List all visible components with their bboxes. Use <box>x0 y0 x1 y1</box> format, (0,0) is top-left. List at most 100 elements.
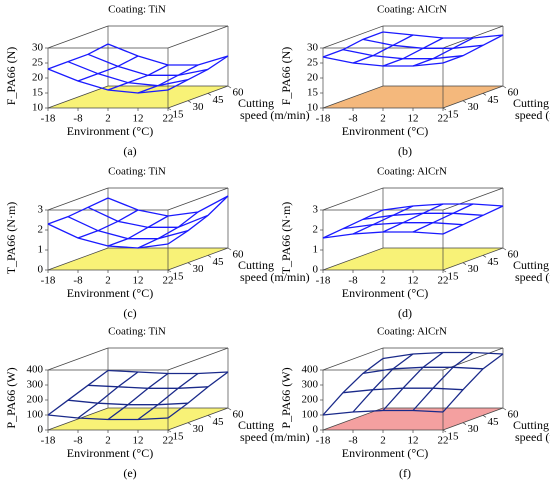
y-tick-label: 45 <box>488 94 500 106</box>
y-axis-label: Cutting <box>513 258 549 272</box>
chart-title: Coating: TiN <box>108 326 166 338</box>
x-tick-label: -18 <box>41 275 56 287</box>
surface-line <box>77 55 139 82</box>
y-tick-label: 45 <box>213 416 225 428</box>
y-axis-label: speed (m/min) <box>240 270 310 284</box>
surface-line <box>352 205 414 235</box>
z-tick-label: 20 <box>32 72 44 84</box>
box-edge <box>442 247 504 271</box>
y-tick <box>462 262 467 265</box>
surface-line <box>322 357 384 416</box>
box-edge <box>47 407 109 431</box>
y-tick-label: 45 <box>488 256 500 268</box>
box-edge <box>322 247 384 271</box>
surface-line <box>107 372 169 421</box>
x-tick-label: 12 <box>408 113 419 125</box>
z-tick-label: 0 <box>38 264 44 276</box>
surface-line <box>137 211 199 249</box>
box-edge <box>442 25 504 49</box>
box-edge <box>167 347 229 371</box>
x-tick-label: 2 <box>105 275 111 287</box>
x-tick-label: 2 <box>380 275 386 287</box>
y-axis-label: speed (m/min) <box>515 430 550 444</box>
y-tick <box>167 269 172 273</box>
z-tick-label: 3 <box>38 204 44 216</box>
y-tick-label: 15 <box>448 431 460 443</box>
z-tick-label: 3 <box>313 204 319 216</box>
box-edge <box>167 407 229 431</box>
x-tick-label: -18 <box>41 435 56 447</box>
box-edge <box>167 187 229 211</box>
y-tick-label: 15 <box>448 271 460 283</box>
y-tick <box>502 85 507 89</box>
y-tick <box>462 100 467 103</box>
z-axis-label: T_PA66 (N·m) <box>279 202 293 275</box>
x-tick-label: -8 <box>73 275 83 287</box>
z-axis-label: T_PA66 (N·m) <box>4 202 18 275</box>
surface-line <box>322 209 384 239</box>
x-tick-label: 2 <box>105 435 111 447</box>
x-tick-label: -18 <box>316 435 331 447</box>
z-tick-label: 30 <box>32 42 44 54</box>
surface-line <box>47 43 109 70</box>
box-edge <box>322 187 384 211</box>
surface-line <box>342 49 464 60</box>
panel-label: (d) <box>398 306 412 320</box>
panel-label: (a) <box>123 144 136 158</box>
surface-line <box>47 369 109 416</box>
y-axis-label: Cutting <box>238 258 274 272</box>
x-tick-label: 12 <box>408 275 419 287</box>
z-tick-label: 100 <box>302 409 319 421</box>
z-tick-label: 10 <box>307 102 319 114</box>
y-tick-label: 30 <box>468 263 480 275</box>
z-tick-label: 200 <box>302 394 319 406</box>
box-edge <box>47 247 109 271</box>
y-tick <box>442 429 447 433</box>
y-tick-label: 45 <box>213 94 225 106</box>
z-tick-label: 20 <box>307 72 319 84</box>
z-tick-label: 400 <box>27 364 44 376</box>
surface-line <box>412 351 474 411</box>
box-edge <box>167 247 229 271</box>
y-tick-label: 30 <box>468 423 480 435</box>
x-tick-label: 12 <box>133 435 144 447</box>
surface-line <box>352 34 414 64</box>
x-tick-label: -8 <box>73 113 83 125</box>
x-axis-label: Environment (°C) <box>67 446 153 460</box>
chart-title: Coating: AlCrN <box>377 4 447 16</box>
chart-title: Coating: AlCrN <box>377 326 447 338</box>
y-tick-label: 15 <box>173 431 185 443</box>
surface-line <box>107 64 169 91</box>
y-tick-label: 60 <box>233 409 245 421</box>
x-axis-label: Environment (°C) <box>67 286 153 300</box>
y-tick-label: 60 <box>508 409 520 421</box>
x-tick-label: -8 <box>348 275 358 287</box>
x-tick-label: 2 <box>105 113 111 125</box>
surface-line <box>442 353 504 413</box>
panel-label: (b) <box>398 144 412 158</box>
y-tick-label: 60 <box>233 87 245 99</box>
x-tick-label: -18 <box>316 275 331 287</box>
surface-line <box>137 372 199 421</box>
chart-title: Coating: TiN <box>108 166 166 178</box>
x-tick-label: 12 <box>408 435 419 447</box>
y-axis-label: speed (m/min) <box>240 108 310 122</box>
box-edge <box>322 85 384 109</box>
y-tick <box>462 422 467 425</box>
box-edge <box>322 407 384 431</box>
z-tick-label: 15 <box>307 87 319 99</box>
y-tick-label: 45 <box>488 416 500 428</box>
y-tick <box>167 429 172 433</box>
y-tick-label: 15 <box>173 109 185 121</box>
chart-title: Coating: TiN <box>108 4 166 16</box>
z-tick-label: 0 <box>313 264 319 276</box>
x-tick-label: -18 <box>316 113 331 125</box>
y-tick <box>482 415 487 418</box>
panel-label: (f) <box>399 466 411 480</box>
surface-line <box>167 195 229 245</box>
y-tick <box>187 262 192 265</box>
y-axis-label: speed (m/min) <box>515 270 550 284</box>
x-tick-label: 12 <box>133 113 144 125</box>
y-axis-label: Cutting <box>238 418 274 432</box>
surface-line <box>382 351 444 411</box>
